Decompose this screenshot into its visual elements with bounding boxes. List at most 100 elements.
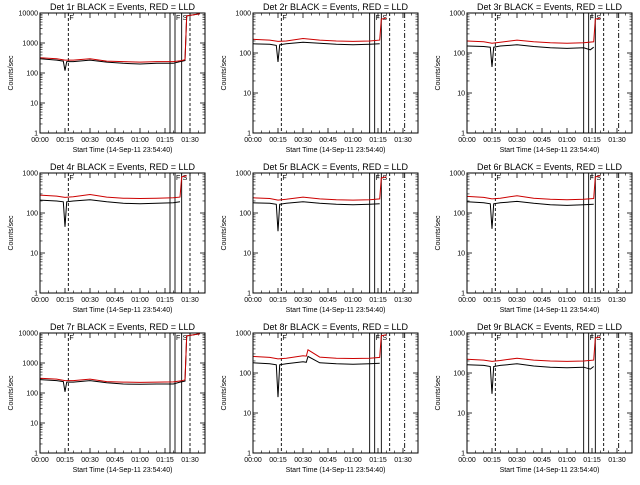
y-axis-label: Counts/sec	[221, 55, 228, 91]
y-axis-label: Counts/sec	[8, 375, 15, 411]
series-events-line	[253, 201, 380, 232]
x-tick-label: 01:15	[369, 137, 387, 144]
y-tick-label: 1	[247, 291, 251, 298]
x-tick-label: 00:30	[81, 137, 99, 144]
y-tick-label: 1000	[235, 331, 251, 338]
panel-title: Det 9r BLACK = Events, RED = LLD	[477, 322, 623, 332]
marker-label: F	[176, 335, 180, 342]
y-axis-label: Counts/sec	[435, 55, 442, 91]
x-tick-label: 01:00	[344, 297, 362, 304]
marker-label: S	[183, 335, 188, 342]
detector-panel-8: Det 8r BLACK = Events, RED = LLD Start Ti…	[221, 322, 419, 474]
y-axis-label: Counts/sec	[8, 55, 15, 91]
detector-panel-4: Det 4r BLACK = Events, RED = LLD Start Ti…	[8, 162, 206, 314]
x-tick-label: 00:00	[244, 297, 262, 304]
x-tick-label: 01:00	[344, 137, 362, 144]
panel-title: Det 4r BLACK = Events, RED = LLD	[50, 162, 196, 172]
series-events-line	[40, 333, 201, 392]
x-tick-label: 01:30	[608, 457, 626, 464]
x-tick-label: 01:15	[369, 297, 387, 304]
x-tick-label: 00:00	[31, 457, 49, 464]
x-tick-label: 01:00	[558, 297, 576, 304]
plot-frame	[39, 332, 206, 454]
detector-panel-5: Det 5r BLACK = Events, RED = LLD Start Ti…	[221, 162, 419, 314]
series-events-line	[467, 200, 594, 229]
series-events-line	[253, 355, 380, 398]
x-tick-label: 01:15	[583, 137, 601, 144]
marker-label: F	[69, 15, 73, 22]
series-events-line	[467, 44, 595, 67]
panel-title: Det 2r BLACK = Events, RED = LLD	[263, 2, 409, 12]
x-tick-label: 00:30	[508, 457, 526, 464]
marker-label: F	[496, 175, 500, 182]
x-tick-label: 01:30	[394, 297, 412, 304]
y-tick-label: 10	[457, 91, 465, 98]
detector-panel-3: Det 3r BLACK = Events, RED = LLD Start Ti…	[435, 2, 633, 154]
x-tick-label: 00:45	[106, 297, 124, 304]
y-tick-label: 1	[461, 131, 465, 138]
x-tick-label: 01:00	[558, 137, 576, 144]
x-tick-label: 00:15	[483, 297, 501, 304]
panel-title: Det 8r BLACK = Events, RED = LLD	[263, 322, 409, 332]
x-tick-label: 00:45	[319, 137, 337, 144]
x-tick-label: 01:30	[608, 297, 626, 304]
series-lld-line	[467, 175, 601, 201]
y-tick-label: 10	[457, 411, 465, 418]
x-tick-label: 00:45	[533, 457, 551, 464]
x-axis-label: Start Time (14-Sep-11 23:54:40)	[500, 307, 600, 314]
y-axis-label: Counts/sec	[435, 215, 442, 251]
x-tick-label: 00:30	[81, 457, 99, 464]
y-tick-label: 1000	[235, 171, 251, 178]
y-tick-label: 10000	[19, 331, 39, 338]
y-tick-label: 100	[453, 371, 465, 378]
y-tick-label: 1000	[449, 11, 465, 18]
panel-title: Det 5r BLACK = Events, RED = LLD	[263, 162, 409, 172]
series-lld-line	[40, 333, 201, 383]
x-tick-label: 00:30	[508, 297, 526, 304]
y-tick-label: 100	[26, 71, 38, 78]
y-tick-label: 1000	[235, 11, 251, 18]
marker-label: F	[176, 15, 180, 22]
y-tick-label: 100	[26, 391, 38, 398]
marker-label: F	[376, 335, 380, 342]
x-axis-label: Start Time (14-Sep-11 23:54:40)	[286, 147, 386, 154]
x-tick-label: 00:45	[319, 297, 337, 304]
series-lld-line	[467, 336, 601, 362]
plot-frame	[252, 12, 419, 134]
marker-label: S	[596, 175, 601, 182]
series-lld-line	[40, 13, 201, 63]
x-tick-label: 00:15	[483, 457, 501, 464]
x-tick-label: 01:30	[181, 297, 199, 304]
y-tick-label: 100	[239, 51, 251, 58]
x-tick-label: 00:00	[458, 297, 476, 304]
y-tick-label: 100	[453, 51, 465, 58]
y-tick-label: 1	[461, 451, 465, 458]
x-tick-label: 01:30	[181, 137, 199, 144]
x-tick-label: 00:30	[294, 297, 312, 304]
y-tick-label: 1	[34, 451, 38, 458]
y-tick-label: 100	[239, 371, 251, 378]
marker-label: S	[183, 175, 188, 182]
y-tick-label: 10	[243, 411, 251, 418]
y-tick-label: 10	[30, 251, 38, 258]
x-tick-label: 01:15	[156, 297, 174, 304]
x-tick-label: 00:45	[106, 137, 124, 144]
y-tick-label: 1000	[22, 41, 38, 48]
marker-label: S	[183, 15, 188, 22]
x-tick-label: 01:00	[558, 457, 576, 464]
y-tick-label: 1000	[22, 171, 38, 178]
x-tick-label: 00:15	[483, 137, 501, 144]
y-tick-label: 1	[247, 131, 251, 138]
panel-title: Det 6r BLACK = Events, RED = LLD	[477, 162, 623, 172]
marker-label: F	[282, 335, 286, 342]
x-tick-label: 01:30	[394, 457, 412, 464]
x-tick-label: 00:15	[56, 297, 74, 304]
x-tick-label: 01:30	[394, 137, 412, 144]
x-axis-label: Start Time (14-Sep-11 23:54:40)	[286, 307, 386, 314]
x-tick-label: 00:30	[508, 137, 526, 144]
marker-label: F	[69, 335, 73, 342]
marker-label: S	[596, 335, 601, 342]
x-tick-label: 00:45	[533, 137, 551, 144]
x-tick-label: 00:30	[294, 457, 312, 464]
